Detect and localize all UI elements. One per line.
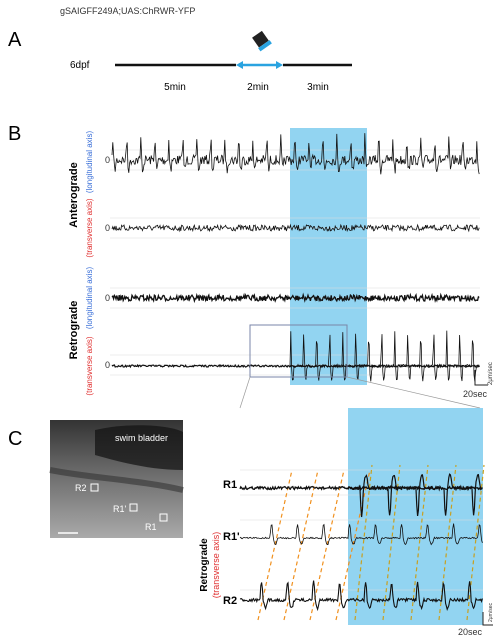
segment-label: 2min	[247, 82, 269, 93]
trace	[347, 473, 483, 518]
segment-label: 3min	[307, 82, 329, 93]
scale-speed: 2μm/sec	[488, 362, 494, 385]
tissue	[49, 467, 184, 493]
zero-label: 0	[105, 155, 110, 165]
roi	[129, 503, 138, 512]
phase-line	[335, 469, 371, 621]
trace-label: R1'	[223, 531, 240, 543]
bladder-shape	[95, 425, 183, 470]
roi	[90, 483, 99, 492]
zoom-box	[249, 324, 348, 378]
genotype: gSAIGFF249A;UAS:ChRWR-YFP	[60, 6, 195, 16]
arrow	[276, 61, 283, 69]
segment-label: 5min	[164, 82, 186, 93]
stim-window	[348, 408, 483, 625]
axis-label: (transverse axis)	[211, 532, 221, 599]
arrow	[236, 61, 243, 69]
traces	[111, 133, 480, 382]
trace-label: R1	[223, 479, 237, 491]
zoom-line	[346, 376, 481, 409]
age-label: 6dpf	[70, 60, 90, 71]
group-label: Retrograde	[68, 301, 80, 360]
trace	[289, 330, 480, 382]
roi-label: R1'	[113, 504, 127, 514]
trace-label: R2	[223, 595, 237, 607]
grid	[240, 469, 483, 591]
panel-label: A	[8, 29, 22, 51]
trace	[239, 580, 483, 612]
panel-label: C	[8, 428, 22, 450]
group-label: Anterograde	[68, 162, 80, 227]
roi	[159, 513, 168, 522]
phase-line	[410, 464, 429, 621]
axis-label: (transverse axis)	[85, 198, 94, 257]
trace	[111, 133, 480, 175]
trace	[239, 523, 483, 546]
scale-speed: 2μm/sec	[488, 603, 494, 622]
axis-label: (longitudinal axis)	[85, 267, 94, 330]
phase-lines	[257, 464, 485, 621]
stim-window	[290, 128, 367, 385]
scale-time: 20sec	[458, 627, 483, 637]
zero-label: 0	[105, 293, 110, 303]
roi-label: R2	[75, 483, 87, 493]
phase-line	[309, 469, 345, 621]
phase-line	[382, 464, 401, 621]
phase-line	[257, 469, 293, 621]
phase-line	[354, 464, 373, 621]
zero-label: 0	[105, 223, 110, 233]
axis-label: (longitudinal axis)	[85, 131, 94, 194]
phase-line	[466, 464, 485, 621]
phase-line	[283, 469, 319, 621]
scale-time: 20sec	[463, 389, 488, 399]
image-label: swim bladder	[115, 433, 168, 443]
traces	[239, 473, 483, 612]
scale-bar	[482, 612, 493, 626]
trace	[111, 292, 480, 304]
scale-bar	[474, 370, 488, 386]
axis-label: (transverse axis)	[85, 336, 94, 395]
phase-line	[438, 464, 457, 621]
zoom-line	[239, 376, 251, 409]
zero-label: 0	[105, 360, 110, 370]
group-label: Retrograde	[199, 538, 210, 592]
panel-label: B	[8, 123, 21, 145]
light-icon	[252, 30, 272, 52]
roi-label: R1	[145, 522, 157, 532]
trace	[111, 223, 480, 233]
